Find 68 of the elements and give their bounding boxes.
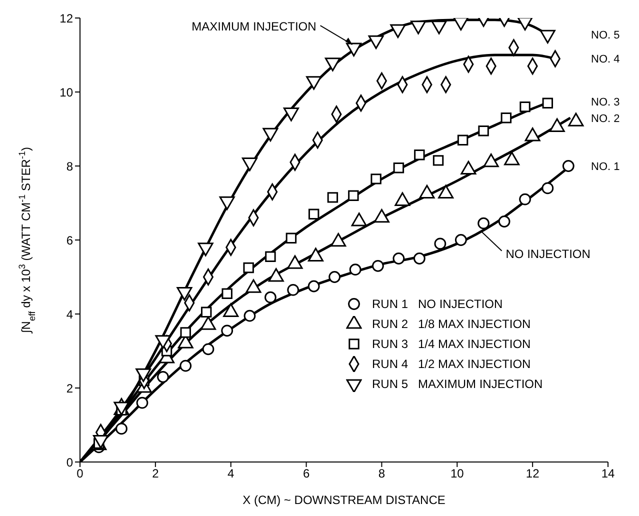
point — [202, 343, 214, 356]
x-tick-label: 8 — [378, 466, 386, 481]
point — [393, 162, 404, 174]
legend-label: RUN 4 1/2 MAX INJECTION — [372, 357, 531, 371]
x-tick-label: 14 — [601, 466, 615, 481]
annotation: NO. 4 — [591, 54, 620, 66]
point — [434, 238, 446, 250]
point — [478, 125, 489, 136]
point — [519, 193, 531, 206]
point — [180, 327, 191, 338]
legend-label: RUN 3 1/4 MAX INJECTION — [372, 337, 531, 351]
point — [328, 271, 341, 283]
point — [454, 234, 467, 246]
y-tick-label: 4 — [66, 307, 74, 322]
point — [180, 360, 192, 372]
point — [414, 150, 425, 160]
point — [221, 324, 234, 337]
annotation: MAXIMUM INJECTION — [192, 20, 316, 34]
point — [244, 310, 256, 322]
y-tick-label: 10 — [60, 85, 74, 100]
point — [308, 208, 320, 220]
point — [264, 291, 276, 304]
legend-label: RUN 1 NO INJECTION — [372, 297, 503, 311]
x-tick-label: 4 — [228, 466, 235, 481]
point — [157, 370, 169, 383]
point — [498, 216, 510, 228]
annotation: NO. 5 — [591, 30, 620, 42]
point — [520, 101, 530, 112]
x-axis-title: X (CM) ~ DOWNSTREAM DISTANCE — [242, 493, 446, 507]
x-tick-label: 6 — [302, 466, 310, 481]
y-tick-label: 12 — [60, 11, 74, 26]
y-tick-label: 0 — [66, 455, 74, 470]
point — [457, 134, 468, 146]
point — [308, 280, 320, 292]
point — [349, 264, 362, 276]
x-tick-label: 2 — [152, 466, 160, 481]
annotation: NO. 2 — [591, 112, 620, 125]
y-tick-label: 6 — [66, 233, 74, 248]
x-tick-label: 10 — [450, 466, 464, 481]
point — [200, 306, 212, 318]
point — [372, 260, 384, 272]
y-tick-label: 2 — [66, 381, 74, 396]
point — [286, 232, 297, 244]
point — [136, 396, 148, 409]
point — [392, 252, 405, 264]
point — [370, 174, 382, 184]
point — [432, 155, 444, 166]
point — [413, 252, 426, 264]
x-tick-label: 0 — [76, 466, 84, 481]
point — [562, 160, 574, 172]
legend-label: RUN 5 MAXIMUM INJECTION — [372, 377, 543, 391]
point — [327, 192, 338, 203]
point — [542, 182, 554, 194]
annotation: NO INJECTION — [506, 246, 590, 261]
point — [222, 288, 232, 300]
x-tick-label: 12 — [526, 466, 540, 481]
legend-label: RUN 2 1/8 MAX INJECTION — [372, 317, 531, 331]
point — [265, 251, 276, 262]
annotation: NO. 1 — [591, 161, 620, 173]
y-tick-label: 8 — [66, 159, 74, 174]
point — [542, 98, 554, 108]
point — [500, 112, 512, 124]
point — [116, 422, 128, 435]
point — [287, 284, 300, 296]
point — [243, 262, 254, 274]
annotation: NO. 3 — [591, 96, 620, 108]
point — [478, 217, 490, 230]
point — [348, 190, 359, 201]
